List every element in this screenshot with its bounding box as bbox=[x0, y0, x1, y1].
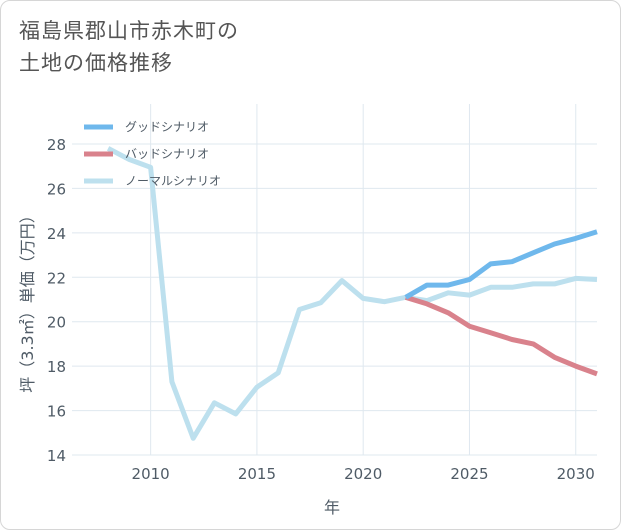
y-tick-labels: 14 16 18 20 22 24 26 28 bbox=[47, 136, 66, 465]
chart-title-line-1: 福島県郡山市赤木町の bbox=[19, 19, 239, 43]
y-tick-label-20: 20 bbox=[47, 314, 66, 332]
y-tick-label-22: 22 bbox=[47, 269, 66, 287]
y-tick-label-26: 26 bbox=[47, 180, 66, 198]
x-tick-label-2020: 2020 bbox=[344, 465, 382, 483]
y-tick-label-18: 18 bbox=[47, 358, 66, 376]
x-tick-label-2025: 2025 bbox=[450, 465, 488, 483]
legend-label-0: グッドシナリオ bbox=[125, 120, 209, 134]
chart-title-line-2: 土地の価格推移 bbox=[19, 51, 173, 75]
y-tick-label-16: 16 bbox=[47, 403, 66, 421]
x-tick-label-2010: 2010 bbox=[132, 465, 170, 483]
x-tick-label-2015: 2015 bbox=[238, 465, 276, 483]
y-tick-label-24: 24 bbox=[47, 225, 66, 243]
series-line-2 bbox=[106, 146, 598, 441]
chart-title: 福島県郡山市赤木町の 土地の価格推移 bbox=[19, 15, 239, 79]
series-lines bbox=[106, 146, 598, 441]
y-axis-title: 坪（3.3㎡）単価（万円） bbox=[18, 207, 37, 392]
legend-label-2: ノーマルシナリオ bbox=[125, 174, 221, 188]
y-tick-label-28: 28 bbox=[47, 136, 66, 154]
legend-label-1: バッドシナリオ bbox=[125, 147, 209, 161]
series-line-0 bbox=[404, 229, 598, 300]
series-line-1 bbox=[404, 294, 598, 377]
x-axis-title: 年 bbox=[324, 498, 340, 517]
y-tick-label-14: 14 bbox=[47, 447, 66, 465]
x-tick-labels: 2010 2015 2020 2025 2030 bbox=[132, 465, 595, 483]
x-tick-label-2030: 2030 bbox=[557, 465, 595, 483]
